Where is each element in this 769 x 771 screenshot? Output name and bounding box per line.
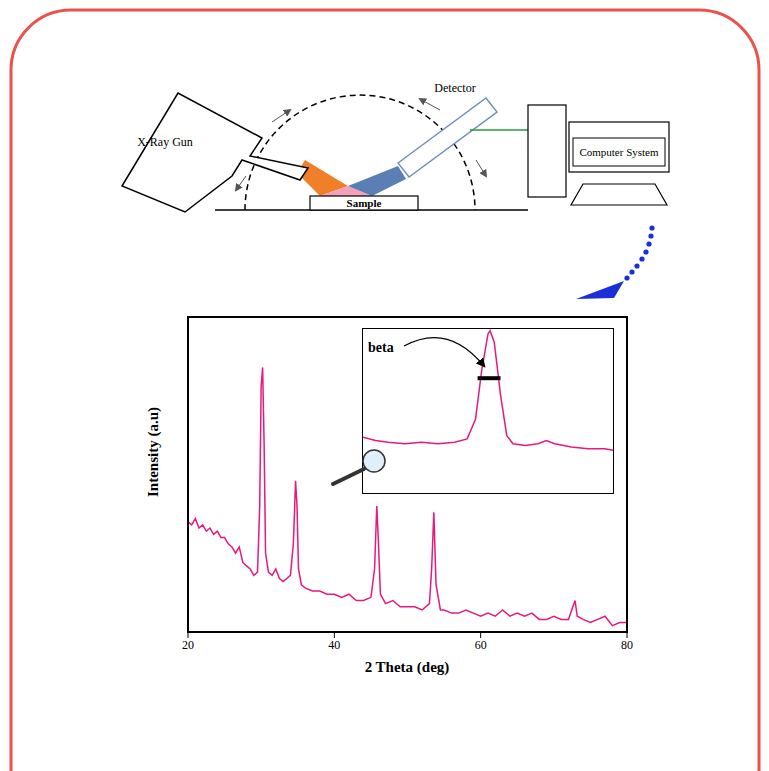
svg-text:Computer System: Computer System <box>579 146 659 158</box>
svg-text:20: 20 <box>182 638 194 652</box>
svg-text:40: 40 <box>328 638 340 652</box>
svg-text:2 Theta (deg): 2 Theta (deg) <box>365 659 450 676</box>
svg-text:60: 60 <box>475 638 487 652</box>
svg-text:Detector: Detector <box>434 81 475 95</box>
svg-text:80: 80 <box>621 638 633 652</box>
svg-text:Intensity (a.u): Intensity (a.u) <box>145 407 162 497</box>
svg-text:Sample: Sample <box>347 197 382 209</box>
svg-text:beta: beta <box>368 340 394 355</box>
svg-text:X-Ray Gun: X-Ray Gun <box>137 135 193 149</box>
